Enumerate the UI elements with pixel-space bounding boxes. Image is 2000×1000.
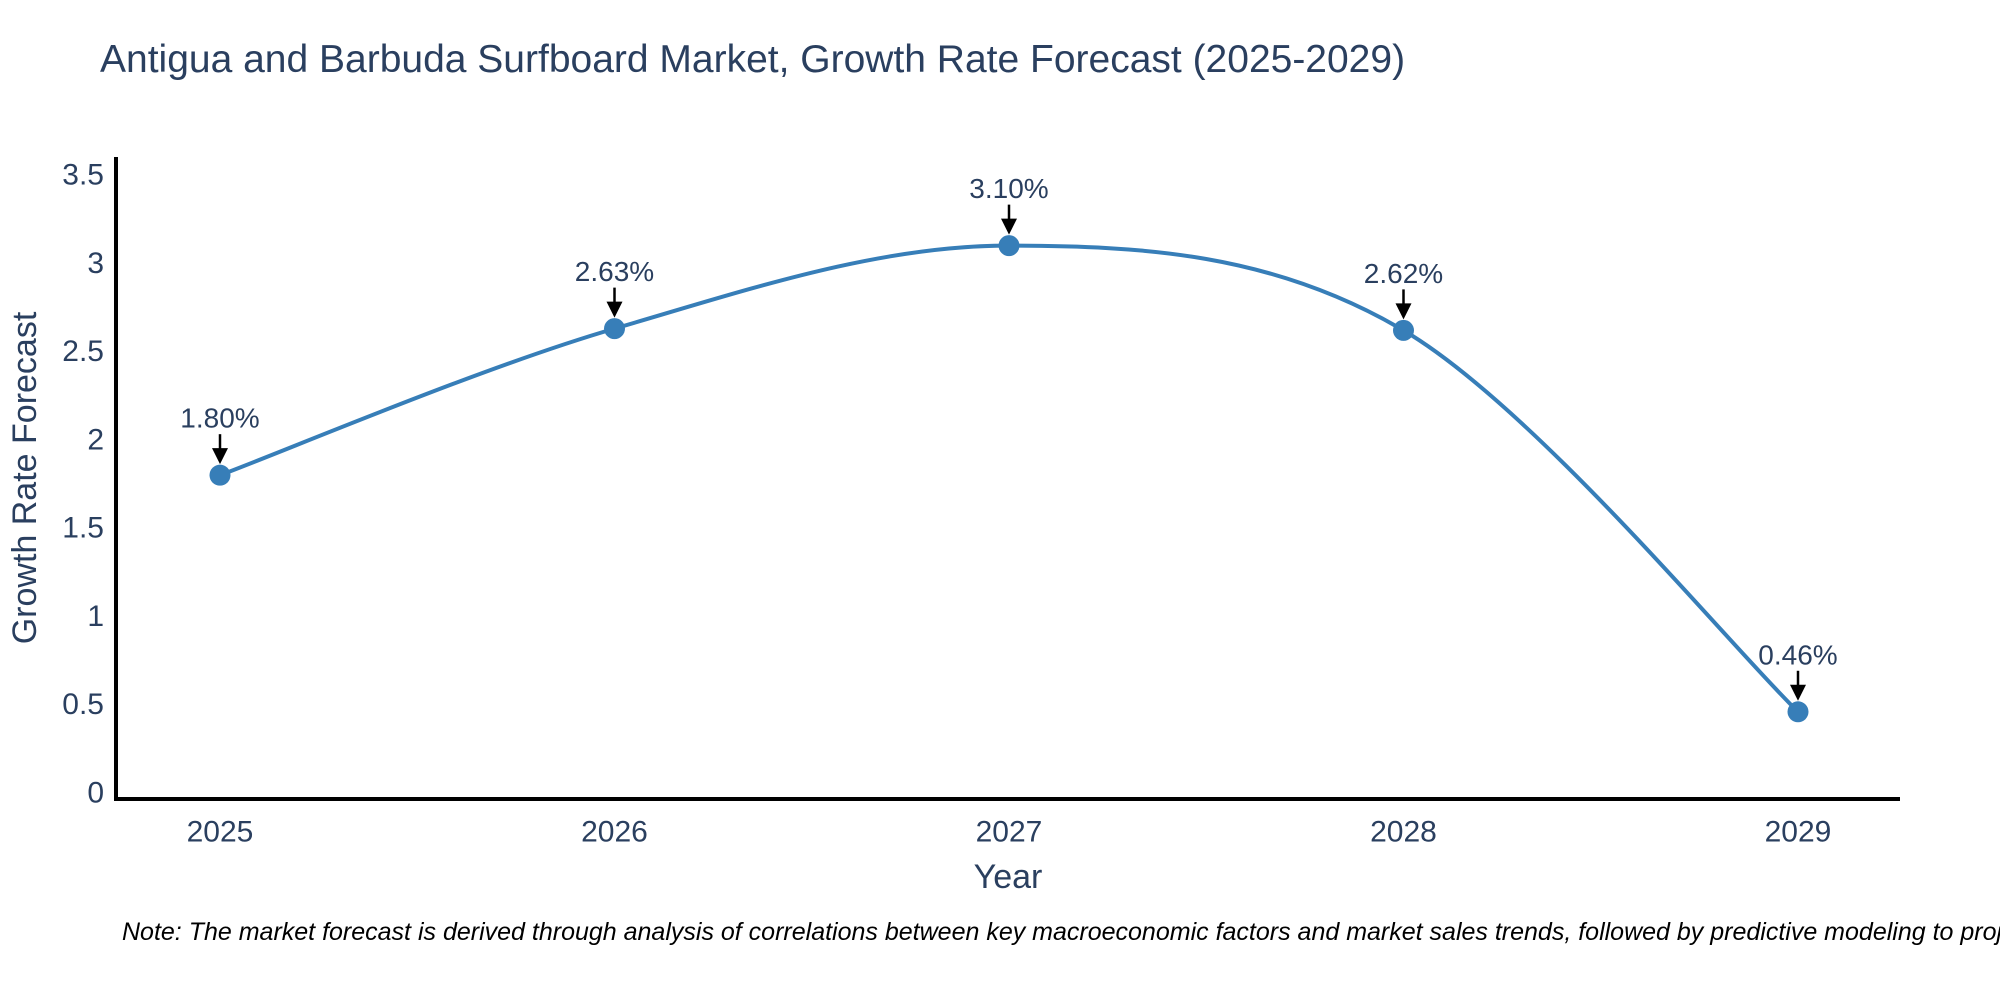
data-series — [209, 235, 1809, 723]
annotation-arrow-head — [606, 301, 623, 318]
y-tick-label: 3.5 — [62, 159, 104, 192]
annotation-label: 2.63% — [575, 256, 654, 287]
x-tick-label: 2025 — [187, 816, 254, 849]
y-tick-label: 3 — [87, 247, 104, 280]
x-axis-title: Year — [973, 858, 1043, 896]
annotation-label: 1.80% — [180, 403, 259, 434]
annotation-arrow-head — [212, 448, 228, 465]
chart-title: Antigua and Barbuda Surfboard Market, Gr… — [100, 38, 1406, 81]
annotation-arrow-head — [1001, 218, 1017, 235]
y-axis-title: Growth Rate Forecast — [6, 311, 44, 645]
data-point[interactable] — [604, 318, 625, 340]
y-tick-label: 2.5 — [62, 335, 104, 368]
plot-area: 0 0.5 1 1.5 2 2.5 3 3.5 2025 2026 2027 2028 2029 1.… — [62, 157, 1900, 849]
data-point[interactable] — [1787, 701, 1809, 723]
x-axis-tick-labels: 2025 2026 2027 2028 2029 — [187, 816, 1832, 849]
annotation-label: 0.46% — [1758, 639, 1837, 670]
annotation-label: 2.62% — [1364, 258, 1443, 289]
annotation-arrow-head — [1395, 303, 1412, 320]
y-tick-label: 0 — [87, 777, 104, 810]
y-tick-label: 0.5 — [62, 688, 104, 721]
point-annotations: 1.80% 2.63% 3.10% 2.62% 0.46% — [180, 173, 1838, 701]
y-tick-label: 1 — [87, 600, 104, 633]
annotation-label: 3.10% — [969, 173, 1048, 204]
x-tick-label: 2027 — [976, 816, 1043, 849]
annotation-arrow-head — [1790, 684, 1806, 701]
data-point[interactable] — [209, 464, 231, 486]
footnote: Note: The market forecast is derived thr… — [122, 918, 2000, 946]
trend-line — [218, 243, 1800, 714]
y-tick-label: 1.5 — [62, 512, 104, 545]
x-tick-label: 2028 — [1370, 816, 1437, 849]
x-tick-label: 2029 — [1765, 816, 1832, 849]
data-point[interactable] — [1393, 319, 1414, 341]
y-axis-tick-labels: 0 0.5 1 1.5 2 2.5 3 3.5 — [62, 159, 104, 810]
y-tick-label: 2 — [87, 423, 104, 456]
x-tick-label: 2026 — [581, 816, 648, 849]
data-point[interactable] — [998, 235, 1020, 257]
